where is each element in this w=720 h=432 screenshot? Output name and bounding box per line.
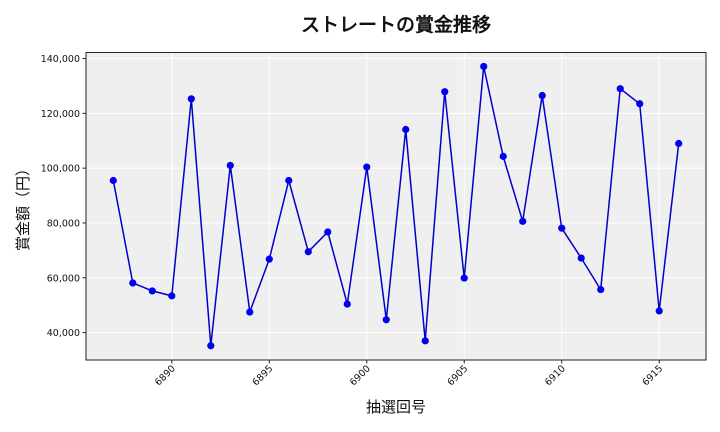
data-point: [616, 85, 624, 93]
x-tick-label: 6895: [251, 363, 276, 388]
x-tick-label: 6910: [543, 363, 568, 388]
data-point: [207, 342, 215, 350]
x-tick-label: 6900: [348, 363, 373, 388]
data-point: [382, 316, 390, 324]
x-tick-label: 6905: [445, 363, 470, 388]
y-tick-label: 140,000: [41, 54, 80, 65]
data-point: [636, 100, 644, 108]
y-tick-label: 60,000: [47, 273, 80, 284]
data-point: [187, 95, 195, 103]
data-point: [324, 228, 332, 236]
data-point: [285, 176, 293, 185]
data-point: [109, 176, 117, 185]
x-axis-label: 抽選回号: [366, 398, 426, 416]
data-point: [343, 300, 351, 308]
data-point: [265, 255, 273, 263]
plot-frame: [85, 52, 707, 361]
x-tick-label: 6890: [153, 363, 178, 388]
y-axis-ticks: 40,000 60,000 80,000 100,000 120,000 140,000: [41, 54, 86, 339]
data-point: [363, 163, 371, 171]
data-point: [441, 88, 449, 96]
data-point: [558, 224, 566, 232]
data-point: [421, 337, 429, 345]
y-axis-label: 賞金額（円）: [14, 161, 32, 251]
data-point: [675, 139, 683, 148]
data-markers: [109, 62, 683, 350]
data-point: [460, 274, 468, 282]
data-point: [168, 292, 176, 300]
x-axis-ticks: 6890 6895 6900 6905 6910 6915: [153, 360, 665, 388]
data-point: [480, 62, 488, 71]
data-point: [499, 152, 507, 160]
plot-area: [86, 52, 706, 360]
y-tick-label: 100,000: [41, 164, 80, 175]
data-point: [519, 217, 527, 225]
data-point: [148, 287, 156, 295]
data-point: [304, 248, 312, 256]
y-tick-label: 120,000: [41, 109, 80, 120]
data-point: [246, 308, 254, 316]
data-point: [597, 285, 605, 294]
data-point: [655, 307, 663, 315]
chart-title: ストレートの賞金推移: [301, 13, 491, 36]
data-point: [577, 254, 585, 262]
x-tick-label: 6915: [640, 363, 665, 388]
y-tick-label: 80,000: [47, 218, 80, 229]
y-tick-label: 40,000: [47, 328, 80, 339]
data-point: [538, 91, 546, 100]
data-line: [112, 66, 680, 346]
data-point: [226, 161, 234, 170]
data-point: [129, 279, 137, 287]
data-point: [402, 125, 410, 134]
